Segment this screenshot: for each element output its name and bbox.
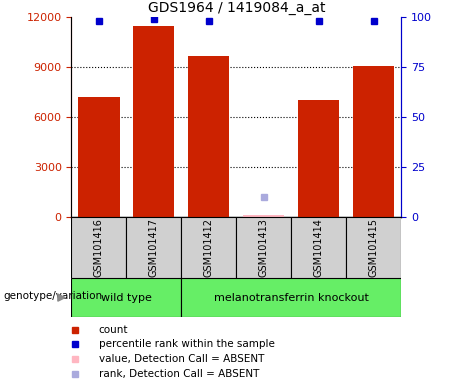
Bar bbox=[181, 217, 236, 278]
Text: value, Detection Call = ABSENT: value, Detection Call = ABSENT bbox=[99, 354, 264, 364]
Bar bbox=[71, 217, 126, 278]
Bar bbox=[181, 278, 401, 317]
Bar bbox=[346, 217, 401, 278]
Bar bbox=[236, 217, 291, 278]
Text: wild type: wild type bbox=[101, 293, 152, 303]
Bar bbox=[298, 100, 339, 217]
Text: rank, Detection Call = ABSENT: rank, Detection Call = ABSENT bbox=[99, 369, 259, 379]
Bar bbox=[243, 215, 284, 217]
Text: GSM101415: GSM101415 bbox=[369, 218, 378, 277]
Text: percentile rank within the sample: percentile rank within the sample bbox=[99, 339, 275, 349]
Bar bbox=[78, 97, 119, 217]
Bar bbox=[126, 217, 181, 278]
Bar bbox=[71, 278, 181, 317]
Title: GDS1964 / 1419084_a_at: GDS1964 / 1419084_a_at bbox=[148, 1, 325, 15]
Bar bbox=[133, 26, 174, 217]
Text: GSM101414: GSM101414 bbox=[313, 218, 324, 277]
Bar bbox=[353, 66, 394, 217]
Text: GSM101412: GSM101412 bbox=[204, 218, 214, 277]
Text: GSM101416: GSM101416 bbox=[94, 218, 104, 277]
Text: GSM101417: GSM101417 bbox=[149, 218, 159, 277]
Bar bbox=[243, 215, 284, 217]
Text: melanotransferrin knockout: melanotransferrin knockout bbox=[214, 293, 369, 303]
Bar bbox=[291, 217, 346, 278]
Text: GSM101413: GSM101413 bbox=[259, 218, 269, 277]
Text: genotype/variation: genotype/variation bbox=[4, 291, 103, 301]
Bar bbox=[188, 56, 230, 217]
Text: count: count bbox=[99, 324, 128, 334]
